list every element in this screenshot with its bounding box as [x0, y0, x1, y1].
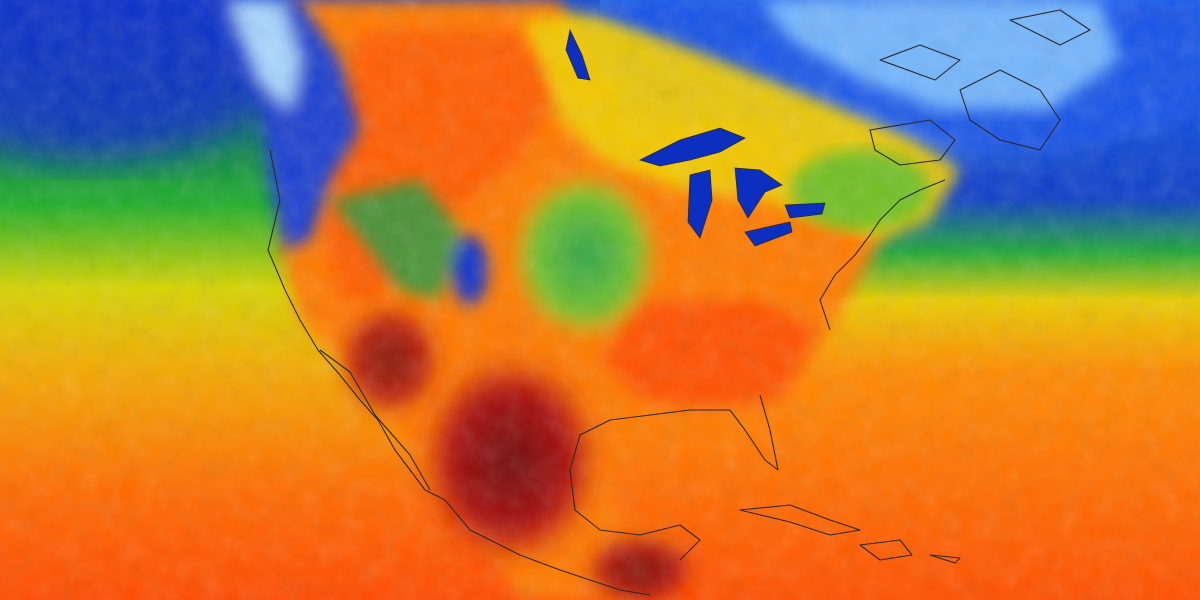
coastlines: [267, 9, 1091, 596]
great-lakes: [565, 28, 826, 247]
